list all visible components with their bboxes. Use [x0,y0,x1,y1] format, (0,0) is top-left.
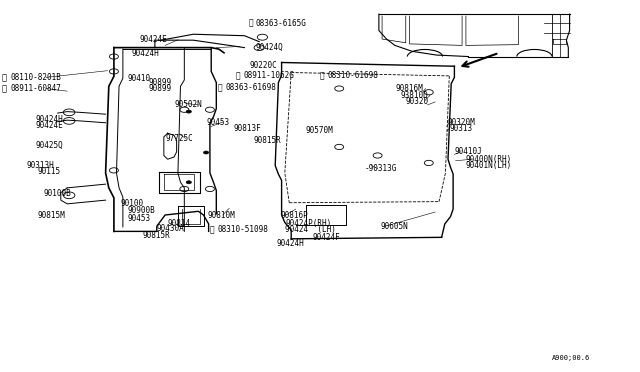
Text: 90410J: 90410J [454,147,482,156]
Text: 90320M: 90320M [448,118,476,126]
Text: 90424Q: 90424Q [256,43,284,52]
Text: 90430A: 90430A [157,224,184,233]
Text: Ⓝ: Ⓝ [1,84,6,93]
Text: 08911-1062G: 08911-1062G [243,71,294,80]
Text: 08310-61698: 08310-61698 [328,71,378,80]
Circle shape [204,151,209,154]
Text: 90100B: 90100B [44,189,71,198]
Text: -90313G: -90313G [365,164,397,173]
Text: 90313H: 90313H [27,161,54,170]
Text: Ⓐ: Ⓐ [1,73,6,82]
Text: 90453: 90453 [206,118,229,126]
Text: 08310-51098: 08310-51098 [218,225,268,234]
Text: 90320: 90320 [406,97,429,106]
Text: 90815R: 90815R [253,136,281,145]
Text: 08911-60847: 08911-60847 [10,84,61,93]
Text: 90424H: 90424H [35,115,63,124]
Text: 90570M: 90570M [306,126,333,135]
Text: A900;00.6: A900;00.6 [552,355,590,361]
Text: 90400N(RH): 90400N(RH) [466,155,512,164]
Text: 90502N: 90502N [174,100,202,109]
Text: Ⓢ: Ⓢ [218,83,222,92]
Text: 90815R: 90815R [142,231,170,240]
Text: 08363-6165G: 08363-6165G [256,19,307,28]
Text: Ⓢ: Ⓢ [320,71,324,80]
Text: 90605N: 90605N [381,222,408,231]
Text: 90899: 90899 [148,78,172,87]
Text: 90424F: 90424F [312,233,340,242]
Text: 90816P: 90816P [280,211,308,220]
Text: 90220C: 90220C [250,61,277,70]
Text: 90401N(LH): 90401N(LH) [466,161,512,170]
Text: 90453: 90453 [128,214,151,223]
Text: 90814: 90814 [168,219,191,228]
Text: 90424E: 90424E [140,35,167,44]
Text: Ⓢ: Ⓢ [210,225,214,234]
Text: Ⓝ: Ⓝ [236,71,240,80]
Text: 08363-61698: 08363-61698 [225,83,276,92]
Text: 90813F: 90813F [234,124,261,133]
Text: 90313: 90313 [449,124,472,133]
Text: 90900B: 90900B [128,206,156,215]
Text: 90899: 90899 [148,84,172,93]
Text: 93810D: 93810D [401,91,428,100]
Text: 90810M: 90810M [208,211,236,219]
Text: 90424P(RH): 90424P(RH) [285,219,332,228]
Text: 90115: 90115 [37,167,60,176]
Text: 90100: 90100 [120,199,143,208]
Text: 90425Q: 90425Q [35,141,63,150]
Text: 08110-8201B: 08110-8201B [10,73,61,82]
Text: 90424  (LH): 90424 (LH) [285,225,336,234]
Text: 90424H: 90424H [276,239,304,248]
Circle shape [186,181,191,184]
Text: Ⓢ: Ⓢ [248,19,253,28]
Circle shape [186,110,191,113]
Text: 90815M: 90815M [37,211,65,220]
Text: 90816M: 90816M [396,84,423,93]
Text: 90424H: 90424H [131,49,159,58]
Text: 90410: 90410 [128,74,151,83]
Text: 90424E: 90424E [35,121,63,130]
Text: 97725C: 97725C [165,134,193,143]
